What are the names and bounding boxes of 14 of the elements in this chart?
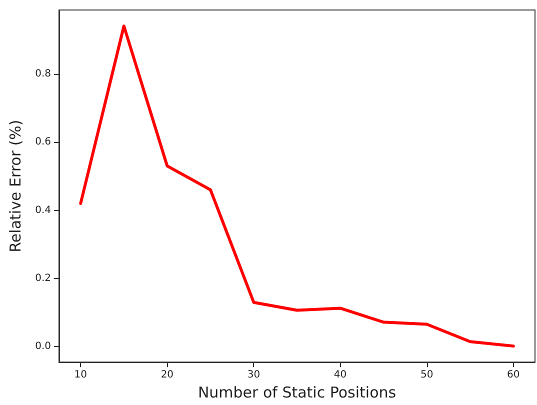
- x-tick-label: 30: [247, 370, 260, 381]
- x-tick-label: 60: [506, 370, 520, 381]
- y-axis-title: Relative Error (%): [6, 120, 24, 252]
- x-tick-label: 20: [160, 370, 174, 381]
- line-series: [79, 24, 515, 348]
- y-tick-label: 0.6: [35, 136, 51, 148]
- x-tick-label: 40: [334, 370, 347, 381]
- x-tick-label: 10: [74, 370, 88, 381]
- y-tick-label: 0.2: [35, 273, 51, 284]
- y-tick-label: 0.4: [35, 204, 51, 216]
- x-axis-title: Number of Static Positions: [198, 384, 396, 402]
- x-tick-label: 50: [420, 370, 434, 381]
- y-tick-label: 0.8: [35, 68, 51, 80]
- y-tick-label: 0.0: [35, 341, 51, 352]
